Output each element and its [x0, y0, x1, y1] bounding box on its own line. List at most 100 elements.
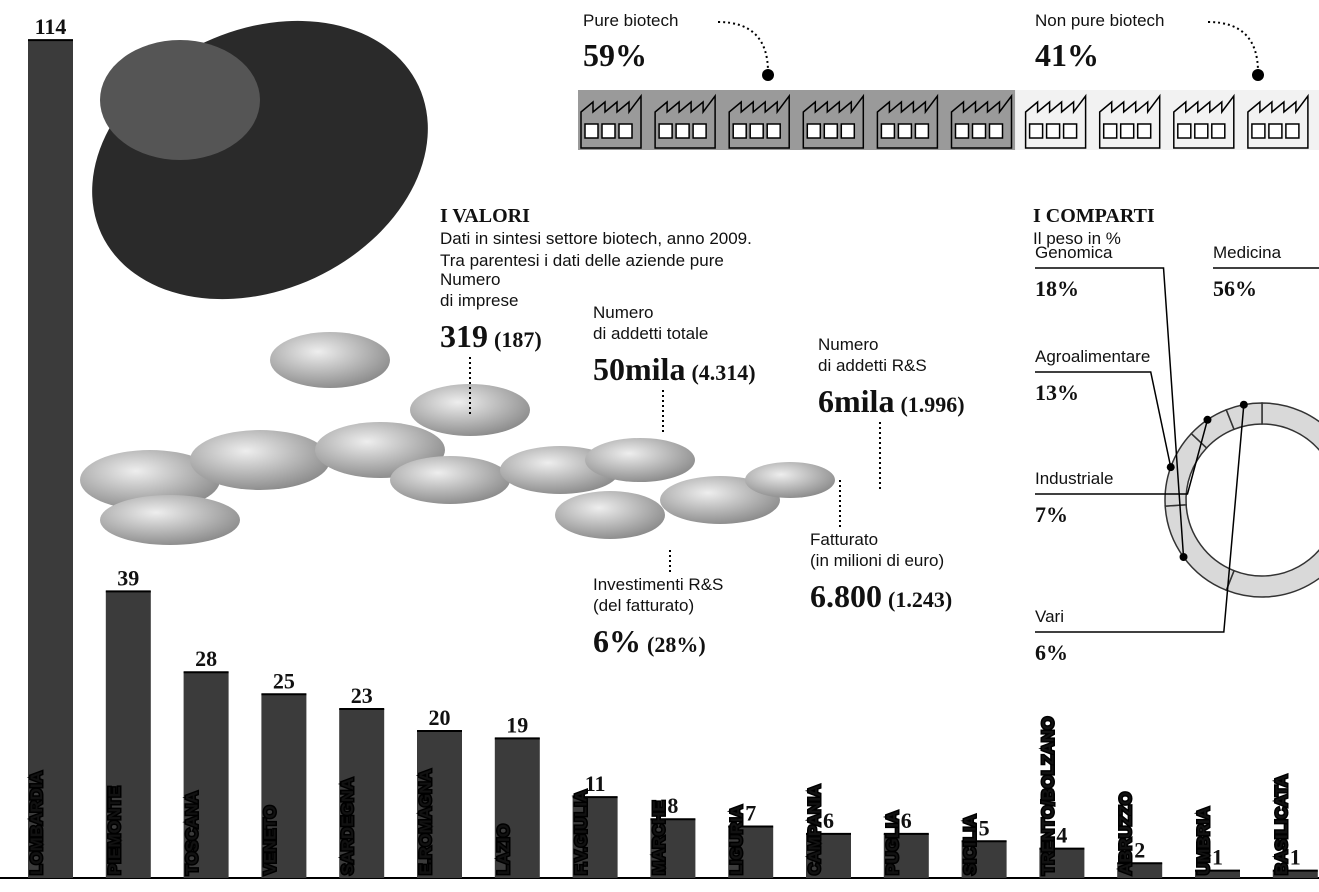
- category-label: MARCHE: [649, 800, 668, 875]
- value-label: 20: [429, 705, 451, 730]
- donut-segment: [1226, 403, 1319, 597]
- category-label: Industriale: [1035, 469, 1113, 488]
- factory-window: [602, 124, 615, 138]
- factory-window: [1047, 124, 1060, 138]
- item-value: 6.800(1.243): [810, 578, 952, 614]
- value-label: 23: [351, 683, 373, 708]
- category-label: Medicina: [1213, 243, 1282, 262]
- category-label: BASILICATA: [1272, 775, 1291, 875]
- category-label: UMBRIA: [1194, 807, 1213, 875]
- section-subtitle: Tra parentesi i dati delle aziende pure: [440, 251, 724, 270]
- item-label: Fatturato: [810, 530, 878, 549]
- legend-label: Pure biotech: [583, 11, 678, 30]
- leader-dot: [1167, 463, 1175, 471]
- item-value: 6mila(1.996): [818, 383, 965, 419]
- value-label: 4: [1056, 823, 1067, 848]
- value-label: 41%: [1035, 37, 1099, 73]
- item-value-total: 50mila: [593, 351, 685, 387]
- factory-window: [1269, 124, 1282, 138]
- value-label: 25: [273, 668, 295, 693]
- value-label: 7: [745, 801, 756, 826]
- donut-segment: [1165, 505, 1234, 590]
- item-value-pure: (187): [494, 327, 542, 352]
- value-label: 39: [117, 565, 139, 590]
- category-label: PUGLIA: [883, 811, 902, 875]
- factory-window: [693, 124, 706, 138]
- value-label: 8: [667, 793, 678, 818]
- factory-window: [956, 124, 969, 138]
- value-label: 6%: [1035, 640, 1068, 665]
- factory-window: [898, 124, 911, 138]
- item-value-pure: (4.314): [691, 360, 755, 385]
- factory-window: [1252, 124, 1265, 138]
- item-label: Numero: [818, 335, 878, 354]
- factory-window: [750, 124, 763, 138]
- item-value: 50mila(4.314): [593, 351, 756, 387]
- value-label: 7%: [1035, 502, 1068, 527]
- value-label: 2: [1134, 837, 1145, 862]
- share-bar: [1015, 90, 1319, 150]
- item-label: Investimenti R&S: [593, 575, 723, 594]
- item-label: Numero: [440, 270, 500, 289]
- factory-window: [1064, 124, 1077, 138]
- leader-dot: [1180, 553, 1188, 561]
- item-value-total: 319: [440, 318, 488, 354]
- leader: [1208, 22, 1258, 72]
- value-label: 1: [1290, 845, 1301, 870]
- item-value-pure: (1.243): [888, 587, 952, 612]
- section-subtitle: Dati in sintesi settore biotech, anno 20…: [440, 229, 752, 248]
- donut-title: I COMPARTI: [1033, 205, 1155, 227]
- value-label: 18%: [1035, 276, 1079, 301]
- item-value-pure: (28%): [647, 632, 706, 657]
- factory-window: [1286, 124, 1299, 138]
- factory-window: [824, 124, 837, 138]
- factory-window: [1178, 124, 1191, 138]
- item-value: 319(187): [440, 318, 542, 354]
- item-label: di imprese: [440, 291, 518, 310]
- leader-dot: [1240, 401, 1248, 409]
- item-value-total: 6%: [593, 623, 641, 659]
- bar: [28, 40, 73, 878]
- item-value-total: 6mila: [818, 383, 894, 419]
- category-label: SARDEGNA: [338, 778, 357, 875]
- category-label: LIGURIA: [727, 805, 746, 875]
- category-label: TRENTO/BOLZANO: [1038, 717, 1057, 875]
- factory-window: [841, 124, 854, 138]
- section-title: I VALORI: [440, 205, 530, 227]
- category-label: SICILIA: [961, 815, 980, 875]
- factory-window: [1121, 124, 1134, 138]
- category-label: LAZIO: [494, 824, 513, 875]
- factory-window: [807, 124, 820, 138]
- value-label: 1: [1212, 845, 1223, 870]
- factory-window: [585, 124, 598, 138]
- factory-window: [1104, 124, 1117, 138]
- leader: [718, 22, 768, 72]
- value-label: 6: [823, 808, 834, 833]
- factory-window: [1212, 124, 1225, 138]
- item-value: 6%(28%): [593, 623, 706, 659]
- item-label: (del fatturato): [593, 596, 694, 615]
- legend-label: Non pure biotech: [1035, 11, 1164, 30]
- value-label: 19: [506, 712, 528, 737]
- value-label: 56%: [1213, 276, 1257, 301]
- item-label: di addetti totale: [593, 324, 708, 343]
- category-label: Agroalimentare: [1035, 347, 1150, 366]
- category-label: LOMBARDIA: [27, 771, 46, 875]
- category-label: VENETO: [260, 805, 279, 875]
- share-bar: [578, 90, 1015, 150]
- item-label: di addetti R&S: [818, 356, 927, 375]
- value-label: 13%: [1035, 380, 1079, 405]
- category-label: F.V.GIULIA: [572, 790, 591, 875]
- item-value-pure: (1.996): [900, 392, 964, 417]
- factory-window: [767, 124, 780, 138]
- factory-window: [676, 124, 689, 138]
- factory-window: [1138, 124, 1151, 138]
- leader-dot: [1252, 69, 1264, 81]
- leader-dot: [1203, 416, 1211, 424]
- factory-window: [1195, 124, 1208, 138]
- item-label: (in milioni di euro): [810, 551, 944, 570]
- category-label: TOSCANA: [183, 791, 202, 875]
- value-label: 6: [901, 808, 912, 833]
- value-label: 28: [195, 646, 217, 671]
- factory-window: [881, 124, 894, 138]
